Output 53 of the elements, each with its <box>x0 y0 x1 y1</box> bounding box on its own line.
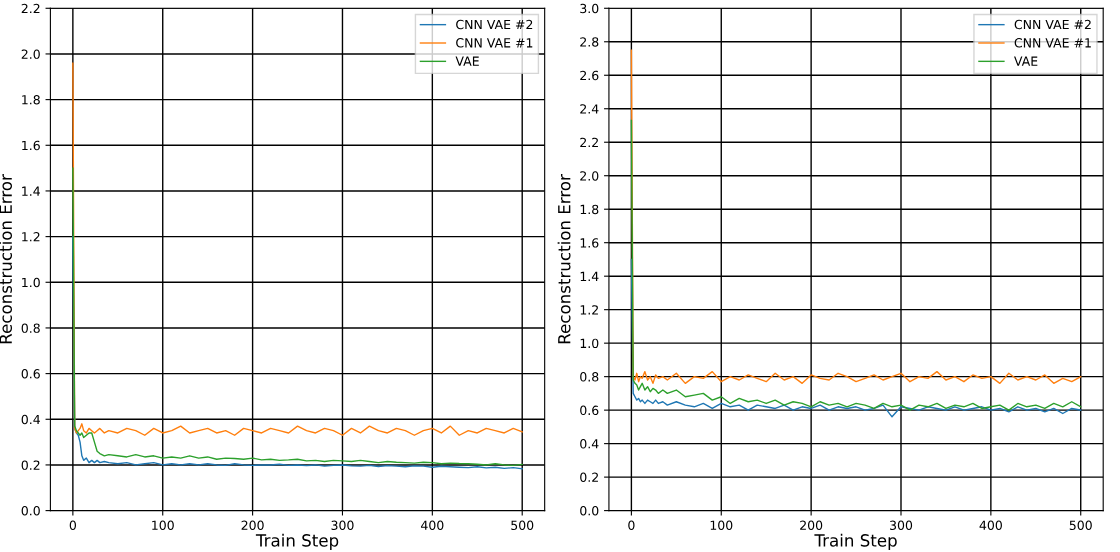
x-tick-label: 100 <box>152 520 174 530</box>
y-tick-label: 2.0 <box>21 49 40 59</box>
x-tick-label: 100 <box>710 520 733 530</box>
legend-label: CNN VAE #1 <box>1014 38 1091 48</box>
y-tick-label: 0.6 <box>580 405 599 416</box>
y-axis-title: Reconstruction Error <box>0 174 13 344</box>
x-tick-label: 200 <box>241 520 264 530</box>
x-tick-label: 500 <box>511 520 534 530</box>
y-axis-title: Reconstruction Error <box>557 174 571 344</box>
y-tick-label: 0.6 <box>21 369 40 379</box>
legend-label: VAE <box>1014 56 1038 66</box>
x-tick-label: 0 <box>69 520 77 530</box>
y-tick-label: 0.8 <box>580 372 599 382</box>
x-tick-label: 400 <box>421 520 444 530</box>
y-tick-label: 1.6 <box>22 140 40 151</box>
y-tick-label: 1.6 <box>580 238 599 248</box>
y-tick-label: 0.8 <box>21 323 40 333</box>
y-tick-label: 2.4 <box>580 104 599 114</box>
y-tick-label: 3.0 <box>580 3 599 14</box>
y-tick-label: 2.6 <box>580 70 599 81</box>
x-tick-label: 200 <box>800 520 823 530</box>
line-series <box>630 258 1082 418</box>
y-tick-label: 0.0 <box>580 506 599 516</box>
y-tick-label: 1.4 <box>580 271 599 281</box>
y-tick-label: 1.4 <box>22 186 40 196</box>
line-series <box>72 167 523 467</box>
x-tick-label: 0 <box>628 520 635 530</box>
y-tick-label: 2.0 <box>580 171 599 181</box>
x-tick-label: 500 <box>1069 520 1092 530</box>
legend-label: CNN VAE #2 <box>456 19 533 30</box>
y-tick-label: 0.0 <box>21 506 40 516</box>
x-axis-title: Train Step <box>255 533 339 550</box>
y-tick-label: 2.8 <box>580 37 599 47</box>
y-tick-label: 0.2 <box>580 472 598 483</box>
x-axis-title: Train Step <box>814 533 897 550</box>
line-series <box>630 119 1082 411</box>
y-tick-label: 0.4 <box>580 439 599 449</box>
x-tick-label: 300 <box>890 520 913 530</box>
x-tick-label: 400 <box>979 520 1002 530</box>
legend-label: CNN VAE #1 <box>456 38 533 48</box>
y-tick-label: 0.2 <box>21 460 40 470</box>
y-tick-label: 2.2 <box>580 137 598 147</box>
y-tick-label: 1.2 <box>22 232 40 242</box>
legend-label: CNN VAE #2 <box>1014 19 1091 30</box>
y-tick-label: 2.2 <box>21 3 40 14</box>
y-tick-label: 1.0 <box>22 277 40 288</box>
y-tick-label: 1.8 <box>22 95 40 105</box>
y-tick-label: 1.8 <box>580 204 599 215</box>
y-tick-label: 1.2 <box>580 305 598 315</box>
x-tick-label: 300 <box>331 520 354 530</box>
legend-label: VAE <box>455 56 479 66</box>
y-tick-label: 0.4 <box>21 414 40 425</box>
y-tick-label: 1.0 <box>580 338 599 349</box>
